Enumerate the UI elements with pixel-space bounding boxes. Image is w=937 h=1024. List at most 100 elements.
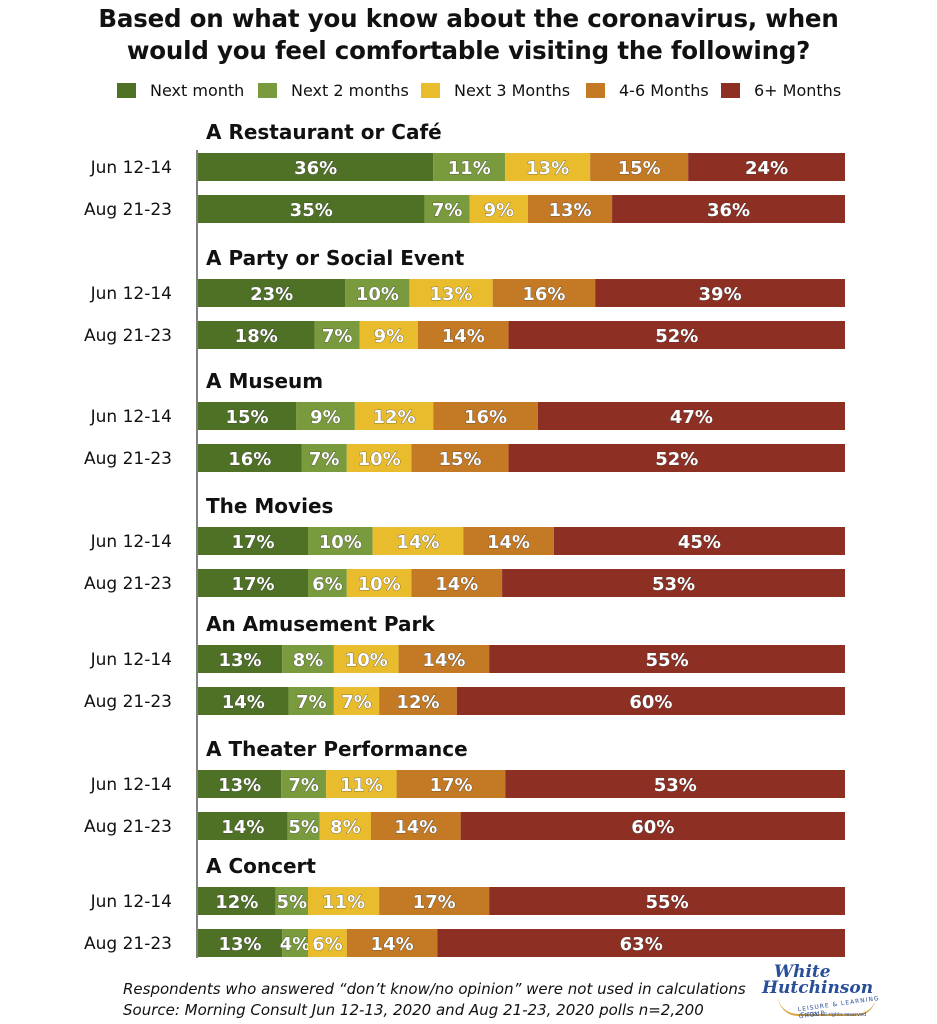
bar-segment xyxy=(333,687,380,715)
data-label: 13% xyxy=(548,200,591,221)
row-label: Jun 12-14 xyxy=(90,407,172,427)
category-title: A Party or Social Event xyxy=(206,246,465,270)
data-label: 14% xyxy=(442,326,485,347)
bar-segment xyxy=(460,812,845,840)
row-label: Aug 21-23 xyxy=(84,326,172,346)
bar-segment xyxy=(288,687,334,715)
data-label: 14% xyxy=(394,817,437,838)
row-label: Jun 12-14 xyxy=(90,775,172,795)
data-label: 23% xyxy=(250,284,293,305)
chart-title-line-2: would you feel comfortable visiting the … xyxy=(126,36,811,65)
data-label: 18% xyxy=(235,326,278,347)
data-label: 52% xyxy=(655,449,698,470)
legend-item: Next month xyxy=(117,78,244,102)
bar-segment xyxy=(326,770,397,798)
bar-segment xyxy=(198,279,346,307)
bar-segment xyxy=(489,645,845,673)
bar-segment xyxy=(307,527,373,555)
data-label: 7% xyxy=(341,692,372,713)
data-label: 13% xyxy=(526,158,569,179)
legend-item: Next 2 months xyxy=(258,78,409,102)
legend-label: 4-6 Months xyxy=(619,80,709,100)
row-label: Aug 21-23 xyxy=(84,574,172,594)
footer-note: Respondents who answered “don’t know/no … xyxy=(123,980,746,998)
data-label: 17% xyxy=(429,775,472,796)
bar-segment xyxy=(379,887,490,915)
data-label: 10% xyxy=(358,574,401,595)
row-label: Jun 12-14 xyxy=(90,158,172,178)
logo-word-1: White xyxy=(774,962,831,982)
data-label: 7% xyxy=(309,449,340,470)
bar-segment xyxy=(346,569,412,597)
legend-swatch xyxy=(117,82,136,98)
data-label: 17% xyxy=(413,892,456,913)
data-label: 14% xyxy=(422,650,465,671)
data-label: 14% xyxy=(221,817,264,838)
bar-segment xyxy=(198,153,434,181)
data-label: 13% xyxy=(218,775,261,796)
logo-swoosh-icon xyxy=(778,996,876,1016)
bar-segment xyxy=(417,321,509,349)
bar-segment xyxy=(492,279,596,307)
bar-segment xyxy=(409,279,493,307)
category-title: A Museum xyxy=(206,369,323,393)
data-label: 16% xyxy=(522,284,565,305)
data-label: 14% xyxy=(435,574,478,595)
legend-swatch xyxy=(421,82,440,98)
data-label: 53% xyxy=(652,574,695,595)
data-label: 10% xyxy=(319,532,362,553)
data-label: 9% xyxy=(374,326,405,347)
data-label: 14% xyxy=(396,532,439,553)
bar-segment xyxy=(346,444,412,472)
bar-segment xyxy=(345,279,410,307)
data-label: 55% xyxy=(646,650,689,671)
bar-segment xyxy=(198,929,283,957)
logo-copyright: © 2020 all rights reserved xyxy=(800,1012,867,1018)
data-label: 36% xyxy=(707,200,750,221)
data-label: 13% xyxy=(429,284,472,305)
bar-segment xyxy=(333,645,399,673)
bar-segment xyxy=(590,153,689,181)
bar-segment xyxy=(411,569,503,597)
data-label: 60% xyxy=(631,817,674,838)
bar-segment xyxy=(198,687,289,715)
bar-segment xyxy=(411,444,509,472)
bar-segment xyxy=(198,645,283,673)
data-label: 12% xyxy=(396,692,439,713)
bar-segment xyxy=(346,929,438,957)
bar-segment xyxy=(198,527,308,555)
data-label: 36% xyxy=(294,158,337,179)
data-label: 14% xyxy=(487,532,530,553)
legend-swatch xyxy=(721,82,740,98)
data-label: 12% xyxy=(373,407,416,428)
data-label: 52% xyxy=(655,326,698,347)
data-label: 15% xyxy=(438,449,481,470)
row-label: Jun 12-14 xyxy=(90,650,172,670)
bar-segment xyxy=(463,527,554,555)
row-label: Aug 21-23 xyxy=(84,200,172,220)
bar-segment xyxy=(296,402,355,430)
bar-segment xyxy=(370,812,461,840)
data-label: 10% xyxy=(356,284,399,305)
category-title: The Movies xyxy=(206,494,333,518)
data-label: 5% xyxy=(288,817,319,838)
bar-segment xyxy=(502,569,845,597)
bar-segment xyxy=(508,444,845,472)
bar-segment xyxy=(433,153,506,181)
data-label: 15% xyxy=(225,407,268,428)
data-label: 13% xyxy=(219,650,262,671)
data-label: 55% xyxy=(646,892,689,913)
bar-segment xyxy=(307,569,347,597)
data-label: 6% xyxy=(312,934,343,955)
bar-segment xyxy=(456,687,845,715)
chart-title: Based on what you know about the coronav… xyxy=(0,3,937,67)
bar-segment xyxy=(198,195,425,223)
data-label: 24% xyxy=(745,158,788,179)
data-label: 53% xyxy=(654,775,697,796)
data-label: 16% xyxy=(464,407,507,428)
bar-segment xyxy=(595,279,845,307)
bar-segment xyxy=(612,195,845,223)
bar-segment xyxy=(505,153,591,181)
row-label: Aug 21-23 xyxy=(84,449,172,469)
